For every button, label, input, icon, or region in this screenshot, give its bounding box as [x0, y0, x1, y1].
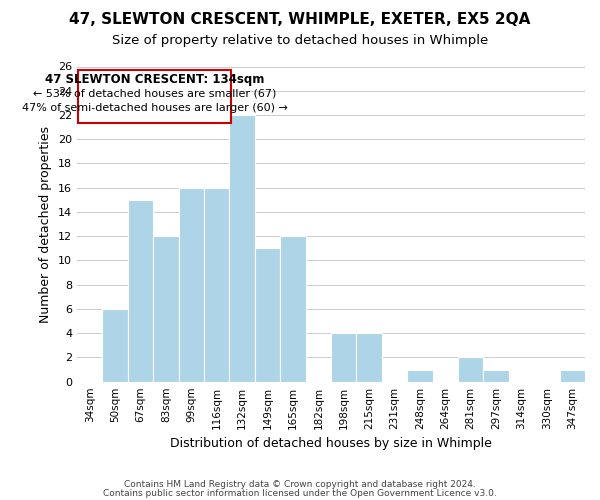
Text: 47 SLEWTON CRESCENT: 134sqm: 47 SLEWTON CRESCENT: 134sqm	[45, 73, 264, 86]
Bar	[458, 358, 484, 382]
Text: Contains HM Land Registry data © Crown copyright and database right 2024.: Contains HM Land Registry data © Crown c…	[124, 480, 476, 489]
Bar	[280, 236, 305, 382]
Bar	[331, 333, 356, 382]
Bar	[229, 115, 255, 382]
Text: 47% of semi-detached houses are larger (60) →: 47% of semi-detached houses are larger (…	[22, 103, 287, 113]
FancyBboxPatch shape	[78, 70, 230, 124]
Text: Contains public sector information licensed under the Open Government Licence v3: Contains public sector information licen…	[103, 489, 497, 498]
Bar	[128, 200, 153, 382]
Text: Size of property relative to detached houses in Whimple: Size of property relative to detached ho…	[112, 34, 488, 47]
Bar	[153, 236, 179, 382]
Bar	[407, 370, 433, 382]
X-axis label: Distribution of detached houses by size in Whimple: Distribution of detached houses by size …	[170, 437, 492, 450]
Bar	[356, 333, 382, 382]
Bar	[204, 188, 229, 382]
Bar	[179, 188, 204, 382]
Bar	[103, 309, 128, 382]
Text: ← 53% of detached houses are smaller (67): ← 53% of detached houses are smaller (67…	[33, 88, 276, 99]
Text: 47, SLEWTON CRESCENT, WHIMPLE, EXETER, EX5 2QA: 47, SLEWTON CRESCENT, WHIMPLE, EXETER, E…	[70, 12, 530, 28]
Y-axis label: Number of detached properties: Number of detached properties	[40, 126, 52, 322]
Bar	[560, 370, 585, 382]
Bar	[484, 370, 509, 382]
Bar	[255, 248, 280, 382]
